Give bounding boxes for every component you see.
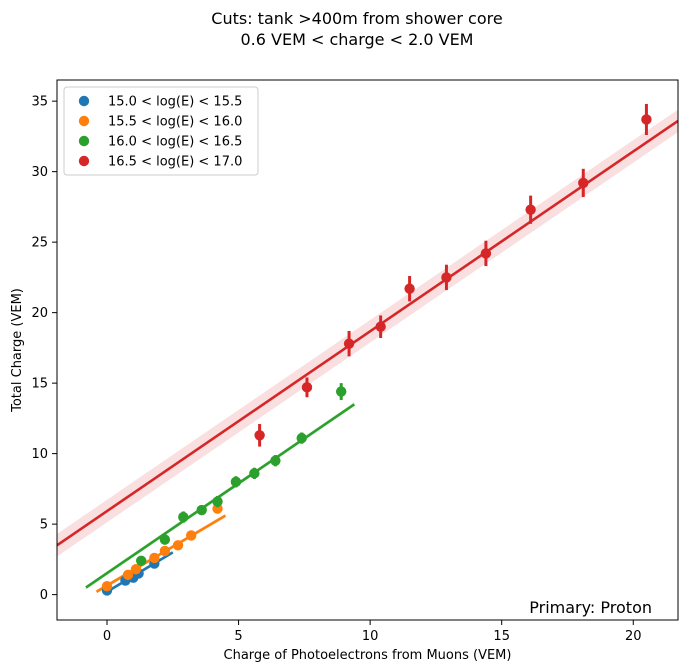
- legend-marker-2: [78, 115, 90, 127]
- y-tick-label-25: 25: [31, 236, 48, 251]
- primary-annotation: Primary: Proton: [529, 598, 652, 617]
- data-point-s3-8: [270, 455, 281, 466]
- data-point-s4-1: [254, 430, 265, 441]
- x-tick-label-15: 15: [493, 629, 510, 644]
- data-point-s3-2: [159, 534, 171, 545]
- y-tick-label-5: 5: [40, 518, 48, 533]
- data-point-s3-10: [335, 386, 347, 397]
- legend-label-4: 16.5 < log(E) < 17.0: [108, 155, 242, 170]
- data-point-s3-3: [178, 511, 189, 523]
- legend-marker-1: [78, 95, 90, 107]
- legend-label-2: 15.5 < log(E) < 16.0: [108, 115, 242, 130]
- data-point-s4-2: [301, 382, 313, 393]
- y-tick-label-15: 15: [31, 377, 48, 392]
- data-point-s3-9: [296, 432, 307, 444]
- data-point-s4-6: [441, 272, 452, 283]
- y-tick-label-20: 20: [31, 306, 48, 321]
- data-point-s4-9: [578, 177, 589, 189]
- x-tick-label-10: 10: [362, 629, 379, 644]
- data-point-s2-4: [149, 552, 160, 564]
- x-tick-label-5: 5: [234, 629, 242, 644]
- legend-marker-4: [78, 155, 90, 167]
- data-point-s3-7: [249, 468, 260, 479]
- x-axis-label: Charge of Photoelectrons from Muons (VEM…: [224, 648, 512, 663]
- data-point-s4-3: [343, 338, 355, 349]
- legend-label-1: 15.0 < log(E) < 15.5: [108, 95, 242, 110]
- y-axis-ticks: 0 5 10 15 20 25 30 35: [31, 95, 57, 603]
- chart-subtitle: 0.6 VEM < charge < 2.0 VEM: [240, 30, 474, 49]
- data-point-s4-7: [480, 248, 492, 259]
- plot-frame: [56, 79, 679, 621]
- data-point-s4-8: [525, 204, 536, 215]
- data-point-s2-2: [122, 569, 134, 581]
- data-point-s2-5: [159, 545, 171, 557]
- data-point-s2-3: [130, 564, 142, 575]
- data-point-s4-4: [375, 321, 386, 332]
- data-point-s4-5: [404, 283, 415, 294]
- data-point-s3-4: [196, 504, 207, 516]
- fit-line-series-3: [85, 403, 356, 589]
- y-tick-label-30: 30: [31, 165, 48, 180]
- legend-marker-3: [78, 135, 90, 147]
- y-tick-label-0: 0: [40, 588, 48, 603]
- data-point-s3-6: [230, 476, 242, 488]
- chart-title: Cuts: tank >400m from shower core: [211, 9, 503, 28]
- y-tick-label-10: 10: [31, 447, 48, 462]
- data-point-s4-10: [641, 114, 652, 125]
- x-tick-label-0: 0: [103, 629, 111, 644]
- data-point-s3-1: [136, 555, 147, 566]
- y-tick-label-35: 35: [31, 95, 48, 110]
- x-axis-ticks: 0 5 10 15 20: [103, 620, 642, 644]
- data-point-s2-1: [101, 580, 113, 592]
- data-points: [101, 103, 652, 596]
- legend-box: [63, 86, 259, 176]
- data-point-s2-6: [172, 540, 184, 551]
- legend: 15.0 < log(E) < 15.5 15.5 < log(E) < 16.0…: [63, 86, 259, 176]
- legend-label-3: 16.0 < log(E) < 16.5: [108, 135, 242, 150]
- x-tick-label-20: 20: [625, 629, 642, 644]
- data-point-s3-5: [212, 496, 223, 507]
- data-point-s2-7: [185, 530, 197, 541]
- fit-line-series-4: [57, 119, 678, 547]
- y-axis-label: Total Charge (VEM): [10, 288, 25, 413]
